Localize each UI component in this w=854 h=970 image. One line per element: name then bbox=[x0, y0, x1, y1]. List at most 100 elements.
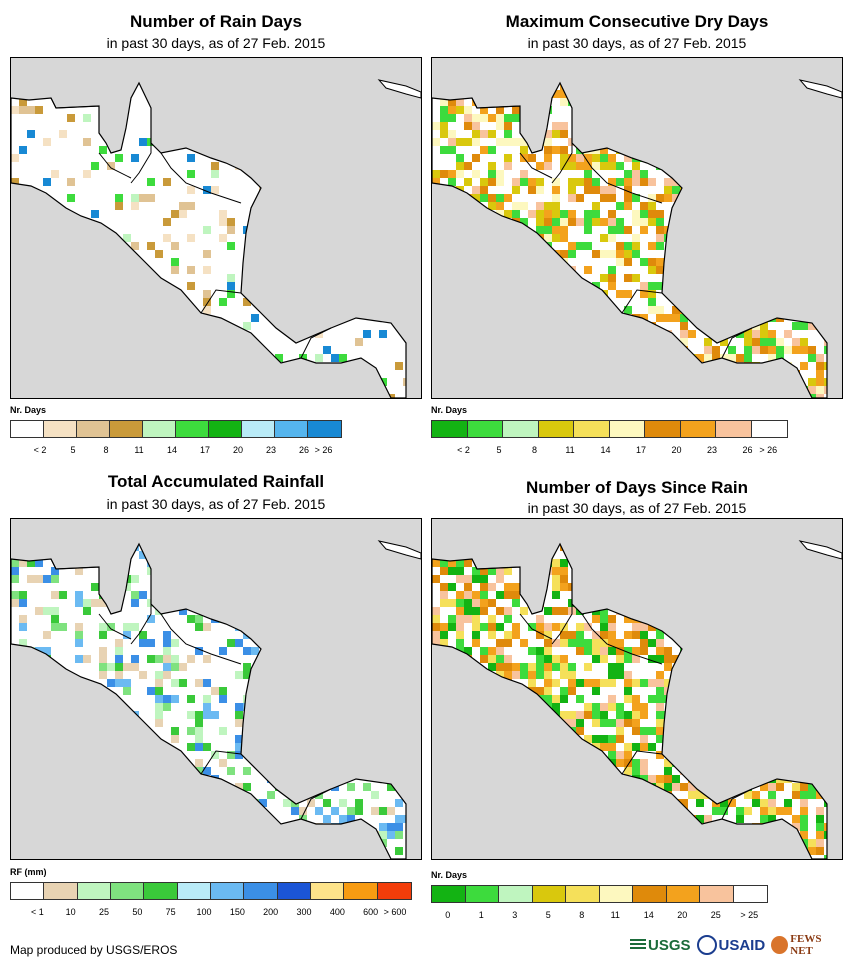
data-pixel bbox=[752, 162, 760, 170]
data-pixel bbox=[728, 551, 736, 559]
data-pixel bbox=[816, 535, 824, 543]
data-pixel bbox=[243, 743, 251, 751]
data-pixel bbox=[832, 386, 840, 394]
legend-tick-label: 11 bbox=[565, 445, 575, 455]
data-pixel bbox=[584, 90, 592, 98]
data-pixel bbox=[323, 599, 331, 607]
data-pixel bbox=[339, 647, 347, 655]
data-pixel bbox=[816, 591, 824, 599]
data-pixel bbox=[331, 663, 339, 671]
data-pixel bbox=[440, 711, 448, 719]
data-pixel bbox=[752, 607, 760, 615]
data-pixel bbox=[736, 807, 744, 815]
data-pixel bbox=[640, 58, 648, 66]
data-pixel bbox=[411, 266, 419, 274]
data-pixel bbox=[520, 242, 528, 250]
data-pixel bbox=[688, 154, 696, 162]
data-pixel bbox=[464, 330, 472, 338]
data-pixel bbox=[411, 567, 419, 575]
data-pixel bbox=[411, 791, 419, 799]
data-pixel bbox=[536, 178, 544, 186]
data-pixel bbox=[419, 210, 421, 218]
data-pixel bbox=[75, 831, 83, 839]
data-pixel bbox=[704, 535, 712, 543]
data-pixel bbox=[155, 655, 163, 663]
legend-swatch bbox=[210, 883, 245, 899]
data-pixel bbox=[99, 250, 107, 258]
legend-tick-label: 3 bbox=[512, 910, 518, 920]
data-pixel bbox=[624, 186, 632, 194]
map-rain-days[interactable] bbox=[10, 57, 422, 399]
data-pixel bbox=[448, 783, 456, 791]
data-pixel bbox=[600, 567, 608, 575]
data-pixel bbox=[680, 519, 688, 527]
data-pixel bbox=[752, 146, 760, 154]
map-rainfall[interactable] bbox=[10, 518, 422, 860]
data-pixel bbox=[624, 170, 632, 178]
panel-subtitle: in past 30 days, as of 27 Feb. 2015 bbox=[106, 35, 326, 51]
data-pixel bbox=[800, 362, 808, 370]
data-pixel bbox=[283, 719, 291, 727]
data-pixel bbox=[768, 194, 776, 202]
data-pixel bbox=[75, 551, 83, 559]
data-pixel bbox=[155, 58, 163, 66]
data-pixel bbox=[107, 719, 115, 727]
data-pixel bbox=[243, 583, 251, 591]
data-pixel bbox=[600, 58, 608, 66]
data-pixel bbox=[339, 623, 347, 631]
data-pixel bbox=[528, 242, 536, 250]
data-pixel bbox=[520, 759, 528, 767]
data-pixel bbox=[696, 575, 704, 583]
data-pixel bbox=[552, 290, 560, 298]
data-pixel bbox=[832, 735, 840, 743]
data-pixel bbox=[379, 202, 387, 210]
data-pixel bbox=[243, 599, 251, 607]
data-pixel bbox=[712, 783, 720, 791]
data-pixel bbox=[808, 178, 816, 186]
data-pixel bbox=[824, 346, 827, 354]
data-pixel bbox=[480, 114, 488, 122]
data-pixel bbox=[720, 178, 728, 186]
data-pixel bbox=[195, 719, 203, 727]
data-pixel bbox=[536, 783, 544, 791]
data-pixel bbox=[584, 679, 592, 687]
data-pixel bbox=[752, 170, 760, 178]
data-pixel bbox=[616, 178, 624, 186]
data-pixel bbox=[195, 679, 203, 687]
legend-swatch bbox=[310, 883, 345, 899]
data-pixel bbox=[744, 791, 752, 799]
data-pixel bbox=[560, 346, 568, 354]
data-pixel bbox=[75, 735, 83, 743]
data-pixel bbox=[768, 559, 776, 567]
data-pixel bbox=[403, 735, 406, 743]
data-pixel bbox=[512, 370, 520, 378]
data-pixel bbox=[832, 703, 840, 711]
data-pixel bbox=[75, 74, 83, 82]
data-pixel bbox=[712, 242, 720, 250]
data-pixel bbox=[480, 106, 488, 114]
data-pixel bbox=[560, 743, 568, 751]
map-dry-days[interactable] bbox=[431, 57, 843, 399]
data-pixel bbox=[816, 727, 824, 735]
data-pixel bbox=[544, 671, 552, 679]
map-since-rain[interactable] bbox=[431, 518, 843, 860]
data-pixel bbox=[512, 394, 520, 398]
data-pixel bbox=[472, 210, 480, 218]
data-pixel bbox=[832, 290, 840, 298]
data-pixel bbox=[656, 386, 664, 394]
data-pixel bbox=[472, 847, 480, 855]
data-pixel bbox=[387, 807, 395, 815]
data-pixel bbox=[840, 186, 842, 194]
data-pixel bbox=[488, 242, 496, 250]
data-pixel bbox=[171, 258, 179, 266]
data-pixel bbox=[728, 703, 736, 711]
data-pixel bbox=[59, 258, 67, 266]
data-pixel bbox=[35, 855, 43, 859]
data-pixel bbox=[331, 687, 339, 695]
data-pixel bbox=[440, 855, 448, 859]
data-pixel bbox=[227, 751, 235, 759]
data-pixel bbox=[672, 831, 680, 839]
data-pixel bbox=[171, 799, 179, 807]
data-pixel bbox=[27, 74, 35, 82]
data-pixel bbox=[656, 791, 664, 799]
